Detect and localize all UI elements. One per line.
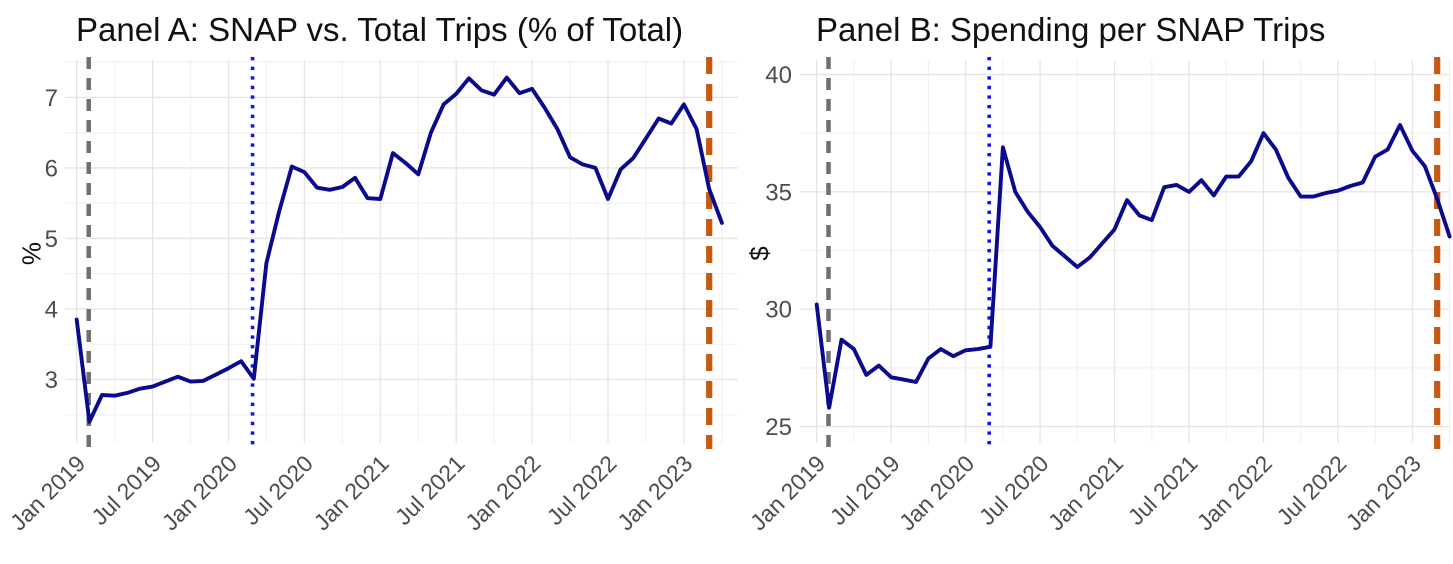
x-tick-label: Jul 2021 <box>390 450 470 530</box>
x-tick-label: Jan 2022 <box>460 450 545 535</box>
panel-b-title: Panel B: Spending per SNAP Trips <box>816 11 1326 48</box>
x-tick-label: Jul 2021 <box>1123 450 1203 530</box>
series-line <box>814 123 1452 410</box>
x-tick-label: Jan 2020 <box>157 450 242 535</box>
y-tick-label: 6 <box>45 155 58 182</box>
x-tick-label: Jan 2022 <box>1192 450 1277 535</box>
panel-a-y-axis-title: % <box>16 241 47 266</box>
y-tick-label: 4 <box>45 296 58 323</box>
x-tick-label: Jul 2019 <box>825 450 905 530</box>
x-tick-label: Jul 2019 <box>86 450 166 530</box>
y-tick-label: 40 <box>765 62 792 89</box>
x-tick-label: Jul 2022 <box>542 450 622 530</box>
x-tick-label: Jan 2023 <box>1341 450 1426 535</box>
panel-a-title: Panel A: SNAP vs. Total Trips (% of Tota… <box>76 11 684 48</box>
x-tick-label: Jan 2021 <box>1043 450 1128 535</box>
x-tick-label: Jan 2019 <box>745 450 830 535</box>
x-tick-label: Jul 2020 <box>238 450 318 530</box>
y-tick-label: 5 <box>45 226 58 253</box>
y-tick-label: 30 <box>765 297 792 324</box>
x-tick-label: Jan 2020 <box>894 450 979 535</box>
y-tick-label: 7 <box>45 85 58 112</box>
y-tick-label: 25 <box>765 414 792 441</box>
y-tick-label: 3 <box>45 367 58 394</box>
x-tick-label: Jul 2020 <box>974 450 1054 530</box>
x-tick-label: Jan 2021 <box>309 450 394 535</box>
x-tick-label: Jan 2023 <box>612 450 697 535</box>
x-tick-label: Jul 2022 <box>1272 450 1352 530</box>
panel-b-y-axis-title: $ <box>744 246 775 261</box>
x-tick-label: Jan 2019 <box>5 450 90 535</box>
series-line <box>74 75 724 424</box>
y-tick-label: 35 <box>765 179 792 206</box>
